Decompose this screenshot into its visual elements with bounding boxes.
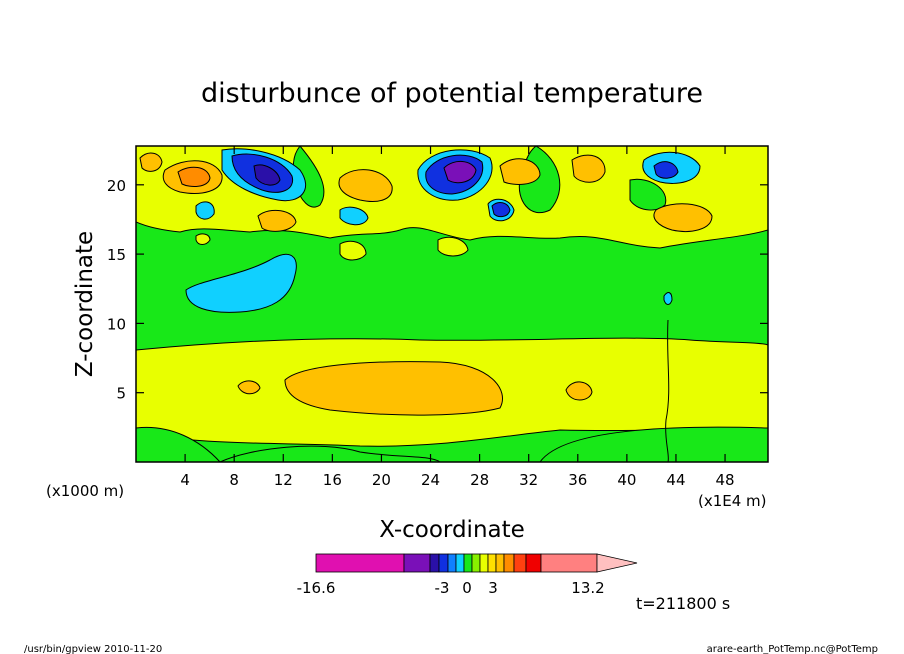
field-patch	[565, 381, 593, 401]
x-unit-note: (x1E4 m)	[698, 492, 767, 510]
chart-title: disturbunce of potential temperature	[201, 78, 703, 109]
field-patch	[195, 233, 211, 245]
x-tick-label: 16	[323, 471, 342, 489]
field-patch	[185, 253, 297, 313]
colorbar-segment	[447, 553, 457, 573]
field-patch	[339, 206, 369, 226]
x-tick-label: 36	[568, 471, 587, 489]
y-tick-label: 20	[107, 177, 126, 195]
colorbar-segment	[438, 553, 449, 573]
footer-left: /usr/bin/gpview 2010-11-20	[24, 644, 162, 654]
x-tick-label: 28	[470, 471, 489, 489]
x-tick-label: 20	[372, 471, 391, 489]
field-patch	[663, 292, 673, 305]
field-patch	[253, 164, 281, 186]
field-patch	[653, 203, 713, 232]
x-tick-label: 40	[617, 471, 636, 489]
field-streak	[665, 319, 670, 462]
field-patch	[653, 161, 679, 179]
x-tick-label: 48	[716, 471, 735, 489]
colorbar-segment	[455, 553, 465, 573]
x-tick-label: 32	[519, 471, 538, 489]
x-scale-note: (x1000 m)	[46, 482, 124, 500]
field-patch	[338, 169, 393, 202]
field-patch	[257, 209, 297, 232]
field-patch	[237, 380, 261, 395]
colorbar-segment	[513, 553, 527, 573]
y-tick-label: 15	[107, 246, 126, 264]
colorbar-label: 0	[462, 579, 472, 597]
field-patch	[499, 158, 541, 185]
colorbar-segment	[315, 553, 405, 573]
x-tick-label: 4	[180, 471, 190, 489]
field-patch	[571, 154, 606, 183]
colorbar-segment	[429, 553, 440, 573]
colorbar-segment	[471, 553, 481, 573]
time-label: t=211800 s	[636, 594, 730, 613]
field-patch	[284, 361, 503, 416]
field-patch	[539, 426, 768, 462]
colorbar-segment	[403, 553, 431, 573]
colorbar-segment	[479, 553, 489, 573]
colorbar-label: 13.2	[571, 579, 604, 597]
x-tick-label: 12	[274, 471, 293, 489]
colorbar-segment	[495, 553, 505, 573]
colorbar-segment	[540, 553, 598, 573]
colorbar-segment	[503, 553, 515, 573]
footer-right: arare-earth_PotTemp.nc@PotTemp	[707, 644, 878, 654]
y-tick-label: 10	[107, 315, 126, 333]
colorbar-label: -3	[435, 579, 450, 597]
colorbar-label: -16.6	[297, 579, 336, 597]
field-patch	[177, 166, 211, 187]
colorbar-segment	[487, 553, 497, 573]
y-tick-label: 5	[116, 385, 126, 403]
colorbar: -16.6 -3 0 3 13.2	[297, 553, 638, 597]
x-axis: 4 8 12 16 20 24 28 32 36 40 44 48	[180, 146, 735, 489]
plot-frame	[135, 145, 769, 463]
field-patch	[219, 445, 441, 462]
field-patch	[139, 152, 163, 172]
field-patch	[629, 178, 667, 211]
colorbar-arrow	[596, 553, 638, 573]
field-patch	[437, 236, 469, 257]
y-axis: 5 10 15 20	[107, 177, 768, 403]
field-patch	[339, 240, 367, 261]
y-axis-label: Z-coordinate	[72, 231, 98, 377]
colorbar-label: 3	[488, 579, 498, 597]
colorbar-segment	[463, 553, 473, 573]
field-patch	[491, 202, 511, 218]
colorbar-segment	[525, 553, 542, 573]
x-tick-label: 24	[421, 471, 440, 489]
x-tick-label: 8	[229, 471, 239, 489]
x-axis-label: X-coordinate	[379, 517, 525, 543]
field-patch	[443, 161, 477, 184]
field-patch	[195, 201, 215, 220]
x-tick-label: 44	[666, 471, 685, 489]
